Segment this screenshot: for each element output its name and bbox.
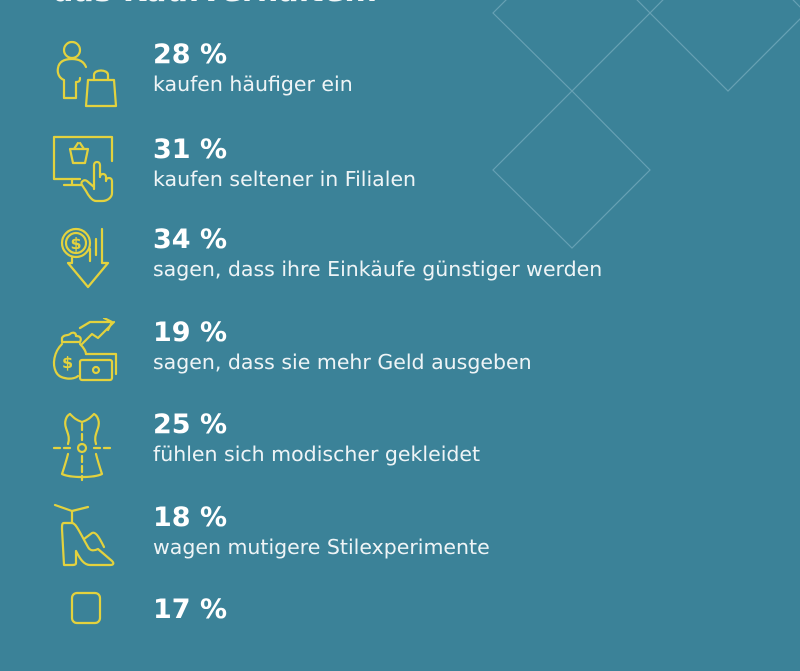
page-title: das Kaufverhalten:: [52, 0, 378, 9]
stat-description: kaufen seltener in Filialen: [153, 167, 417, 191]
stat-percent: 25 %: [153, 409, 228, 440]
stat-item-fashionable: 25 % fühlen sich modischer gekleidet: [0, 410, 800, 490]
person-shopping-bag-icon: [50, 40, 122, 112]
partial-icon: [50, 591, 122, 663]
stat-percent: 31 %: [153, 134, 228, 165]
stat-percent: 18 %: [153, 502, 228, 533]
stat-percent: 34 %: [153, 224, 228, 255]
stat-item-style-experiments: 18 % wagen mutigere Stilexperimente: [0, 503, 800, 583]
stat-item-store-less: 31 % kaufen seltener in Filialen: [0, 135, 800, 215]
high-heel-icon: [50, 503, 122, 575]
stat-percent: 19 %: [153, 317, 228, 348]
svg-text:$: $: [71, 234, 82, 253]
stat-description: sagen, dass sie mehr Geld ausgeben: [153, 350, 532, 374]
stat-item-spend-more: $ 19 % sagen, dass sie mehr Geld ausgebe…: [0, 318, 800, 398]
stat-percent: 28 %: [153, 39, 228, 70]
stat-item-cheaper: $ 34 % sagen, dass ihre Einkäufe günstig…: [0, 225, 800, 305]
stat-item-shop-more: 28 % kaufen häufiger ein: [0, 40, 800, 120]
stat-description: wagen mutigere Stilexperimente: [153, 535, 490, 559]
dress-measure-icon: [50, 410, 122, 482]
stat-item-partial: 17 %: [0, 591, 800, 671]
svg-text:$: $: [62, 353, 73, 372]
stat-description: fühlen sich modischer gekleidet: [153, 442, 481, 466]
money-bag-growth-icon: $: [50, 318, 122, 390]
dollar-arrow-down-icon: $: [50, 225, 122, 297]
monitor-basket-click-icon: [50, 135, 122, 207]
stat-description: kaufen häufiger ein: [153, 72, 353, 96]
stat-description: sagen, dass ihre Einkäufe günstiger werd…: [153, 257, 603, 281]
